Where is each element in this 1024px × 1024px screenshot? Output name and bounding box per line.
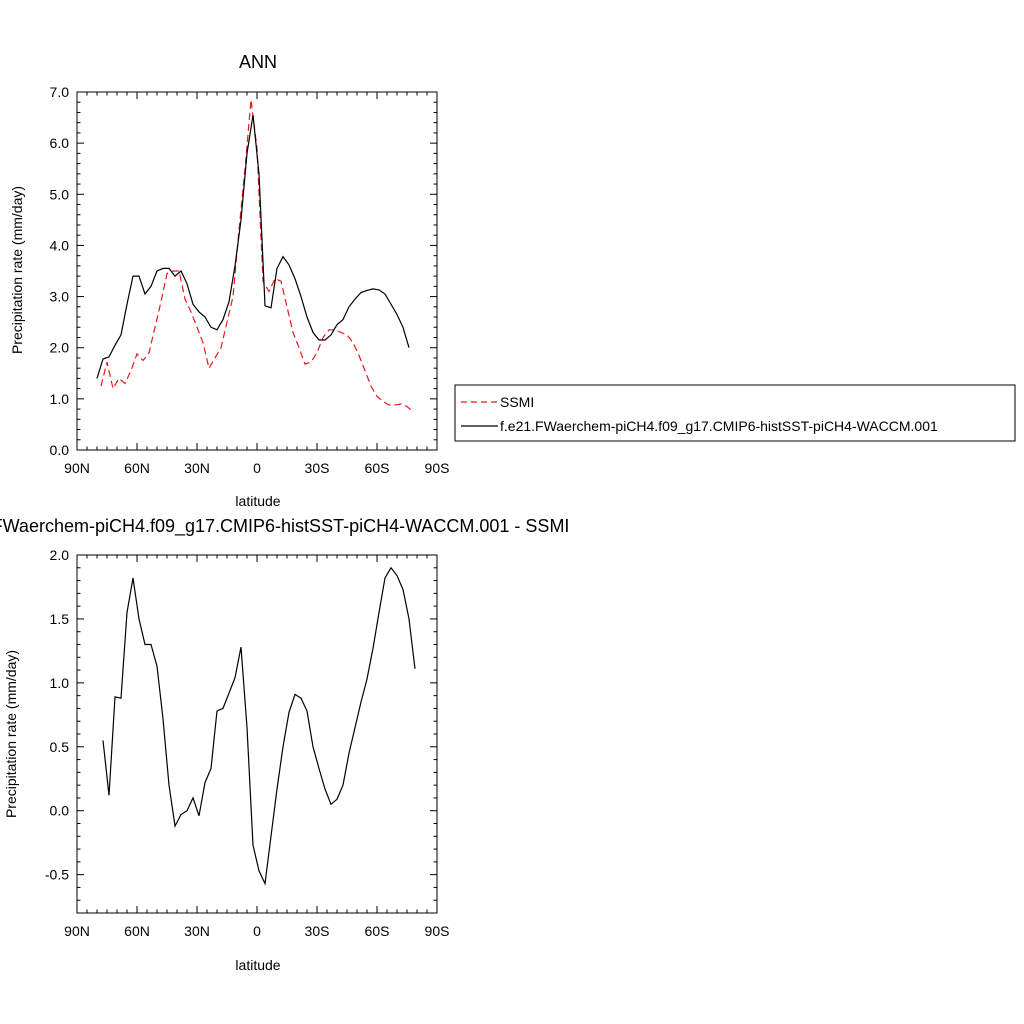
y-tick-label: 0.0 <box>50 442 70 458</box>
y-tick-label: 0.0 <box>50 803 70 819</box>
x-tick-label: 0 <box>253 923 261 939</box>
bottom-difference-panel: f.e21.FWaerchem-piCH4.f09_g17.CMIP6-hist… <box>0 516 569 973</box>
legend-label-ssmi: SSMI <box>500 394 534 410</box>
y-tick-label: 0.5 <box>50 739 70 755</box>
x-tick-label: 60N <box>124 923 150 939</box>
y-tick-label: 1.5 <box>50 611 70 627</box>
bottom-axis-ticks: 90N 60N 30N 0 30S 60S 90S -0.5 0.0 0.5 1.0 1.5 2.0 <box>45 547 450 939</box>
bottom-x-axis-label: latitude <box>235 957 280 973</box>
top-series-group <box>97 100 413 412</box>
y-tick-label: 2.0 <box>50 547 70 563</box>
y-tick-label: 6.0 <box>50 135 70 151</box>
y-tick-label: 1.0 <box>50 675 70 691</box>
y-tick-label: 3.0 <box>50 289 70 305</box>
bottom-series-group <box>103 568 415 884</box>
x-tick-label: 60S <box>365 923 390 939</box>
x-tick-label: 60S <box>365 460 390 476</box>
top-axis-ticks: 90N 60N 30N 0 30S 60S 90S 0.0 1.0 2.0 3.0 4.0 5.0 6.0… <box>50 84 450 476</box>
x-tick-label: 90N <box>64 923 90 939</box>
bottom-chart-title: f.e21.FWaerchem-piCH4.f09_g17.CMIP6-hist… <box>0 516 569 537</box>
x-tick-label: 90S <box>425 460 450 476</box>
legend: SSMI f.e21.FWaerchem-piCH4.f09_g17.CMIP6… <box>455 385 1015 441</box>
y-tick-label: 2.0 <box>50 340 70 356</box>
x-tick-label: 30S <box>305 923 330 939</box>
y-tick-label: 7.0 <box>50 84 70 100</box>
top-chart-title: ANN <box>239 52 277 72</box>
x-tick-label: 30S <box>305 460 330 476</box>
y-tick-label: 5.0 <box>50 186 70 202</box>
legend-label-model: f.e21.FWaerchem-piCH4.f09_g17.CMIP6-hist… <box>500 418 938 434</box>
top-y-axis-label: Precipitation rate (mm/day) <box>9 186 25 354</box>
bottom-plot-frame <box>77 555 437 913</box>
x-tick-label: 60N <box>124 460 150 476</box>
top-x-axis-label: latitude <box>235 493 280 509</box>
x-tick-label: 30N <box>184 923 210 939</box>
y-tick-label: 4.0 <box>50 237 70 253</box>
x-tick-label: 0 <box>253 460 261 476</box>
x-tick-label: 90N <box>64 460 90 476</box>
y-tick-label: 1.0 <box>50 391 70 407</box>
bottom-y-axis-label: Precipitation rate (mm/day) <box>3 650 19 818</box>
series-line-difference <box>103 568 415 884</box>
series-line-ssmi <box>101 100 413 412</box>
top-precip-panel: ANN Precipitation rate (mm/day) latitude… <box>9 52 449 509</box>
x-tick-label: 90S <box>425 923 450 939</box>
y-tick-label: -0.5 <box>45 867 69 883</box>
series-line-f-e21-fwaerchem-pich4-f09-g17-cmip6-hist <box>97 115 409 378</box>
x-tick-label: 30N <box>184 460 210 476</box>
